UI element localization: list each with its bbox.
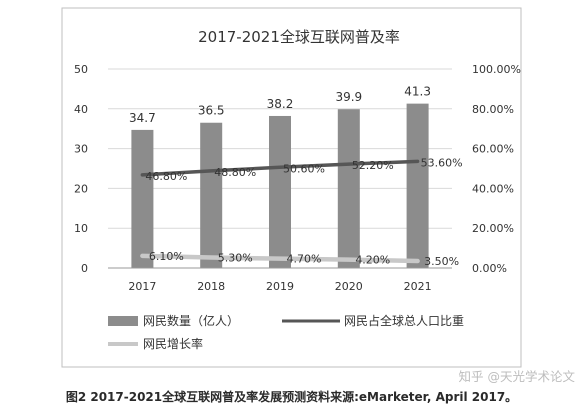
share-data-label: 53.60%: [421, 156, 463, 169]
growth-data-label: 4.70%: [287, 253, 322, 266]
bar-value-label: 38.2: [267, 97, 294, 111]
y-right-tick-label: 20.00%: [472, 222, 514, 235]
legend-swatch-bar: [108, 316, 138, 326]
y-right-tick-label: 0.00%: [472, 262, 507, 275]
bar: [406, 103, 429, 268]
share-data-label: 46.80%: [145, 170, 187, 183]
bar: [200, 122, 223, 268]
y-left-tick-label: 20: [74, 182, 88, 195]
bar: [337, 109, 360, 268]
legend-label: 网民数量（亿人）: [143, 313, 239, 328]
legend-label: 网民增长率: [143, 336, 203, 351]
bar: [131, 129, 154, 268]
share-data-label: 48.80%: [214, 166, 256, 179]
y-right-tick-label: 80.00%: [472, 103, 514, 116]
share-line: [140, 159, 420, 177]
legend-label: 网民占全球总人口比重: [344, 313, 464, 328]
figure-caption: 图2 2017-2021全球互联网普及率发展预测资料来源:eMarketer, …: [65, 390, 518, 404]
bar-value-label: 41.3: [404, 85, 431, 99]
y-left-tick-label: 10: [74, 222, 88, 235]
bar-value-label: 34.7: [129, 111, 156, 125]
y-right-tick-label: 100.00%: [472, 63, 521, 76]
x-tick-label: 2018: [197, 280, 225, 293]
y-right-tick-label: 60.00%: [472, 143, 514, 156]
growth-line: [140, 253, 420, 264]
x-tick-label: 2019: [266, 280, 294, 293]
y-left-tick-label: 40: [74, 103, 88, 116]
bar-value-label: 39.9: [335, 90, 362, 104]
growth-data-label: 6.10%: [149, 250, 184, 263]
y-right-tick-label: 40.00%: [472, 182, 514, 195]
x-tick-label: 2020: [335, 280, 363, 293]
x-tick-label: 2017: [128, 280, 156, 293]
bar: [269, 115, 291, 269]
share-data-label: 52.20%: [352, 159, 394, 172]
chart-frame: [61, 7, 522, 368]
bar-value-label: 36.5: [198, 104, 225, 118]
growth-data-label: 5.30%: [218, 251, 253, 264]
x-tick-label: 2021: [404, 280, 432, 293]
y-left-tick-label: 0: [81, 262, 88, 275]
growth-data-label: 3.50%: [424, 255, 459, 268]
y-left-tick-label: 30: [74, 143, 88, 156]
growth-data-label: 4.20%: [355, 254, 390, 267]
chart-title: 2017-2021全球互联网普及率: [198, 28, 400, 46]
y-left-tick-label: 50: [74, 63, 88, 76]
share-data-label: 50.60%: [283, 162, 325, 175]
watermark: 知乎 @天光学术论文: [458, 369, 575, 384]
